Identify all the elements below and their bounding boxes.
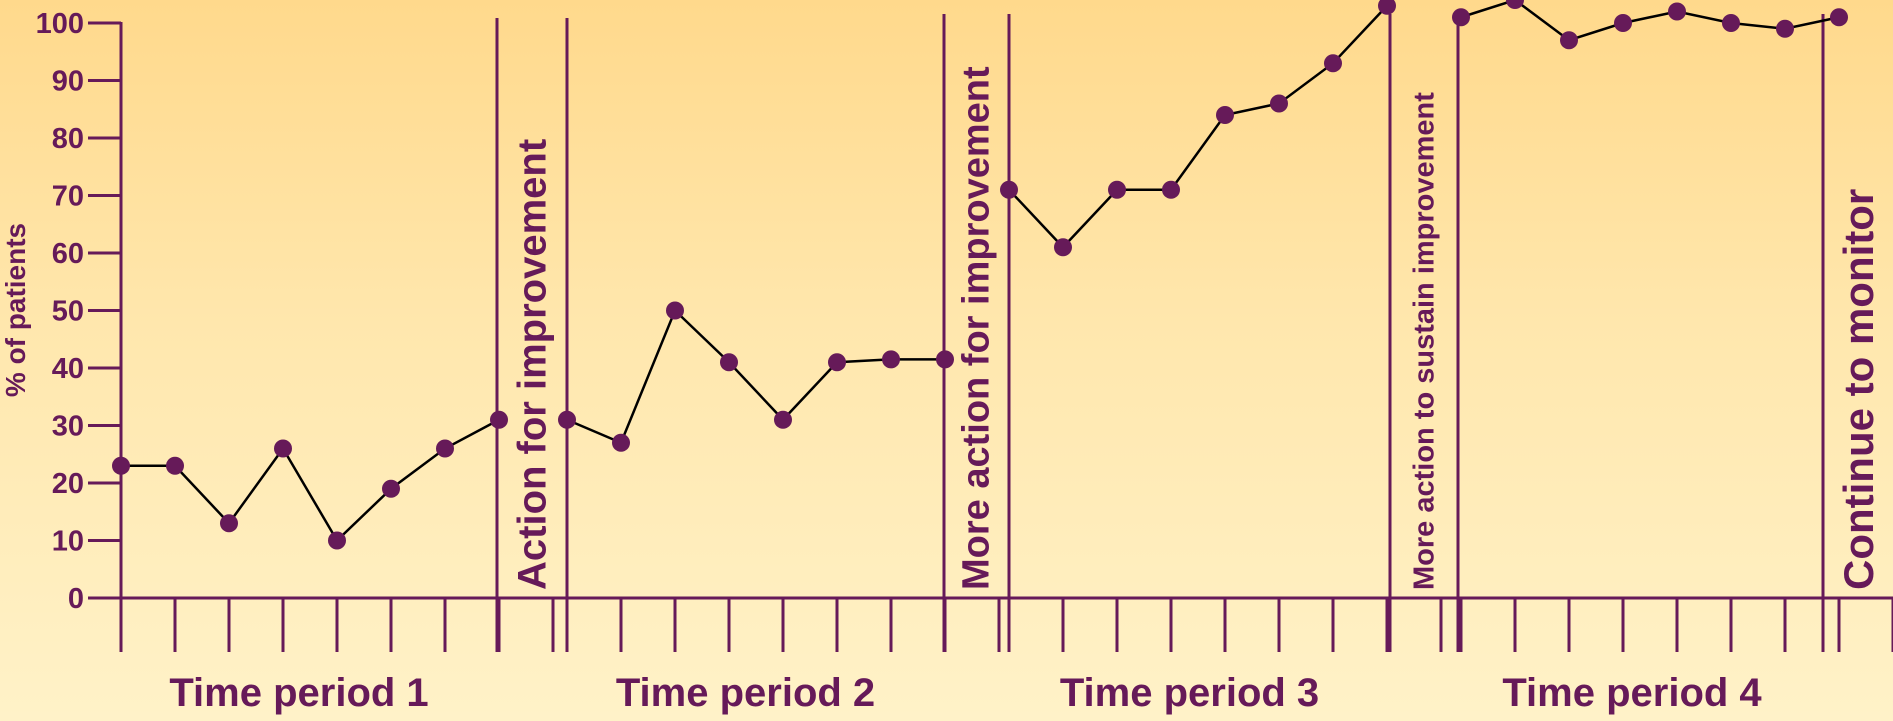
y-axis-label-group: % of patients xyxy=(0,223,31,397)
data-point xyxy=(720,353,738,372)
series-line xyxy=(1460,0,1840,42)
data-point xyxy=(612,433,630,452)
data-point xyxy=(1614,14,1632,32)
chart-marks xyxy=(112,0,1848,550)
action-label: More action to sustain improvement xyxy=(1408,92,1440,590)
data-point xyxy=(558,410,576,429)
period-label: Time period 1 xyxy=(169,671,428,715)
y-tick-label: 0 xyxy=(68,583,84,615)
period-label: Time period 2 xyxy=(616,671,875,715)
action-label: Continue to monitor xyxy=(1835,189,1882,590)
y-tick-label: 70 xyxy=(52,181,84,213)
data-point xyxy=(1054,238,1072,257)
data-point xyxy=(1216,106,1234,124)
data-point xyxy=(328,531,346,550)
y-tick-label: 90 xyxy=(52,66,84,98)
data-point xyxy=(1506,0,1524,9)
y-axis-label: % of patients xyxy=(0,223,31,397)
data-point xyxy=(1830,8,1848,27)
data-point xyxy=(1776,19,1794,38)
data-point xyxy=(828,353,846,372)
y-tick-label: 60 xyxy=(52,238,84,270)
series-line xyxy=(566,308,945,445)
y-tick-label: 50 xyxy=(52,296,84,328)
data-point xyxy=(220,514,238,533)
data-point xyxy=(666,301,684,320)
y-tick-label: 10 xyxy=(52,526,84,558)
data-point xyxy=(936,350,954,369)
data-point xyxy=(1108,180,1126,199)
data-point xyxy=(1668,2,1686,21)
y-tick-label: 80 xyxy=(52,123,84,155)
data-point xyxy=(1270,94,1288,113)
y-tick-label: 20 xyxy=(52,468,84,500)
y-tick-label: 30 xyxy=(52,411,84,443)
data-point xyxy=(1378,0,1396,15)
data-point xyxy=(1000,180,1018,199)
data-point xyxy=(774,410,792,429)
data-point xyxy=(1324,54,1342,73)
series-line xyxy=(121,418,500,543)
y-tick-label: 40 xyxy=(52,353,84,385)
y-tick-label: 100 xyxy=(36,8,84,40)
action-label: More action for improvement xyxy=(956,66,998,590)
data-point xyxy=(436,439,454,458)
data-point xyxy=(112,456,130,475)
data-point xyxy=(882,350,900,369)
period-label: Time period 4 xyxy=(1502,671,1762,715)
data-point xyxy=(166,456,184,475)
data-point xyxy=(382,479,400,498)
data-point xyxy=(1452,8,1470,27)
axes: 0 10 20 30 40 50 60 70 80 90 100 Time period 1 Time … xyxy=(36,8,1893,715)
data-point xyxy=(1560,31,1578,50)
data-point xyxy=(1162,180,1180,199)
period-label: Time period 3 xyxy=(1060,671,1319,715)
series-line xyxy=(1008,4,1388,250)
action-label: Action for improvement xyxy=(510,139,554,590)
data-point xyxy=(1722,14,1740,32)
data-point xyxy=(490,410,508,429)
data-point xyxy=(274,439,292,458)
